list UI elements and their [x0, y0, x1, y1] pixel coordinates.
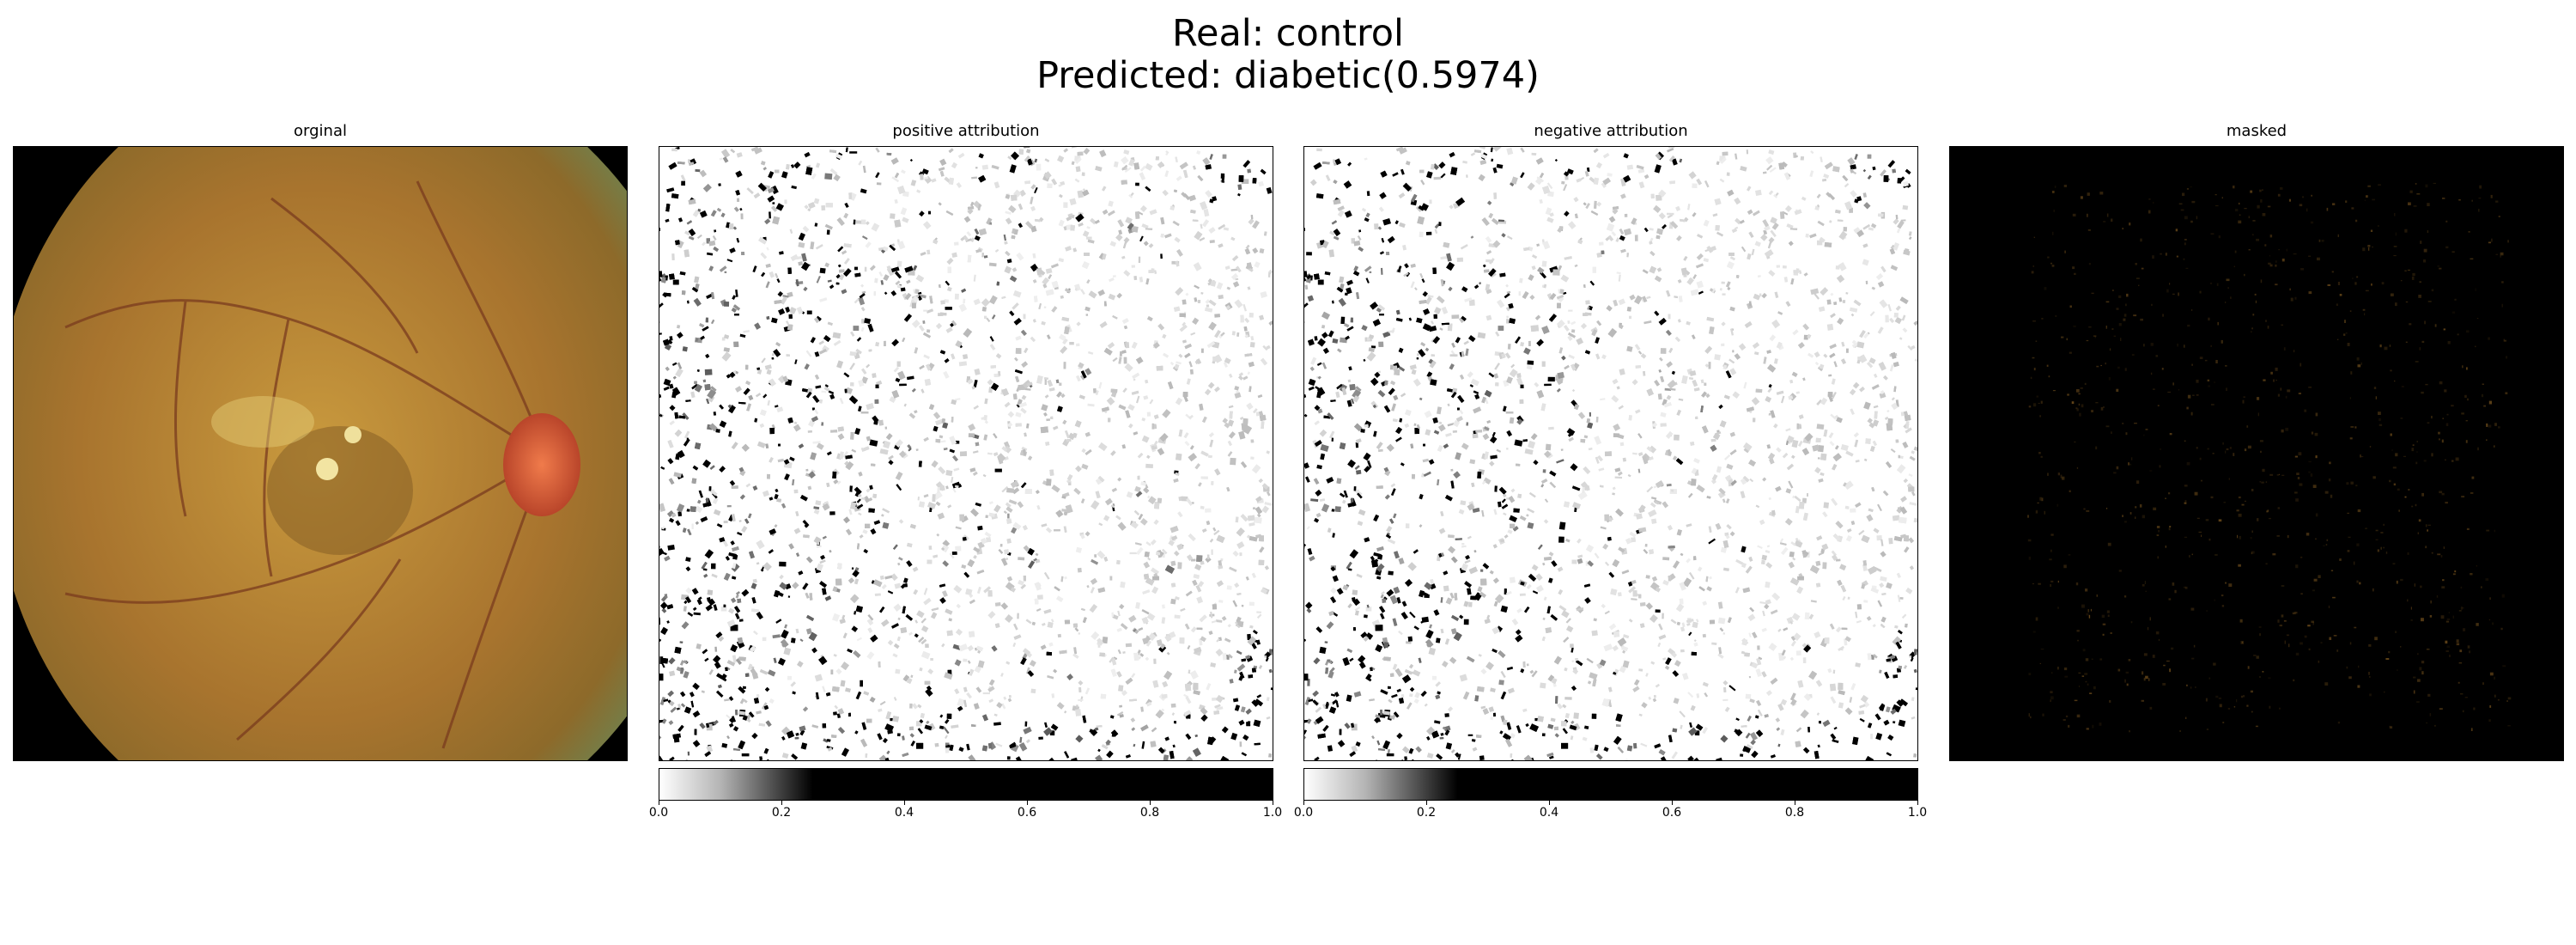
- colorbar-tick-label: 0.2: [771, 806, 792, 820]
- masked-speckle: [2027, 182, 2512, 733]
- macula: [267, 426, 413, 555]
- negative-attribution-panel: [1303, 146, 1918, 761]
- colorbar-tick: [1549, 800, 1550, 805]
- colorbar-tick: [1672, 800, 1673, 805]
- figure-title-predicted: Predicted: diabetic(0.5974): [1036, 54, 1540, 97]
- positive-attribution-panel: [659, 146, 1273, 761]
- colorbar-tick: [781, 800, 782, 805]
- positive-attribution-map: [659, 147, 1273, 760]
- negative-attribution-map: [1304, 147, 1917, 760]
- fundus-image: [14, 147, 627, 760]
- panel-title-positive: positive attribution: [892, 122, 1040, 140]
- colorbar-tick-label: 0.6: [1662, 806, 1682, 820]
- colorbar-tick-label: 0.2: [1416, 806, 1437, 820]
- positive-colorbar: [659, 768, 1273, 801]
- colorbar-tick: [1917, 800, 1918, 805]
- attribution-texture: [1304, 147, 1917, 760]
- figure-title-real: Real: control: [1172, 12, 1404, 55]
- attribution-texture: [659, 147, 1273, 760]
- colorbar-tick-label: 1.0: [1907, 806, 1928, 820]
- panel-title-masked: masked: [2226, 122, 2287, 140]
- masked-image-panel: [1949, 146, 2564, 761]
- colorbar-tick: [904, 800, 905, 805]
- colorbar-tick: [1027, 800, 1028, 805]
- colorbar-tick: [1303, 800, 1304, 805]
- colorbar-tick-label: 0.4: [894, 806, 914, 820]
- panel-title-negative: negative attribution: [1534, 122, 1688, 140]
- colorbar-tick-label: 0.4: [1539, 806, 1559, 820]
- exudate: [316, 458, 338, 480]
- colorbar-tick-label: 0.6: [1017, 806, 1037, 820]
- panel-title-original: orginal: [294, 122, 347, 140]
- exudate: [344, 426, 361, 443]
- colorbar-tick: [1150, 800, 1151, 805]
- colorbar-tick-label: 0.0: [648, 806, 669, 820]
- pale-lesion: [211, 396, 314, 448]
- colorbar-tick-label: 0.8: [1784, 806, 1805, 820]
- colorbar-tick-label: 0.8: [1139, 806, 1160, 820]
- colorbar-tick-label: 0.0: [1293, 806, 1314, 820]
- masked-image: [2027, 182, 2512, 733]
- negative-colorbar: [1303, 768, 1918, 801]
- colorbar-tick-label: 1.0: [1262, 806, 1283, 820]
- vessel-network: [64, 180, 548, 749]
- original-image-panel: [13, 146, 628, 761]
- optic-disc: [503, 413, 580, 516]
- colorbar-tick: [1426, 800, 1427, 805]
